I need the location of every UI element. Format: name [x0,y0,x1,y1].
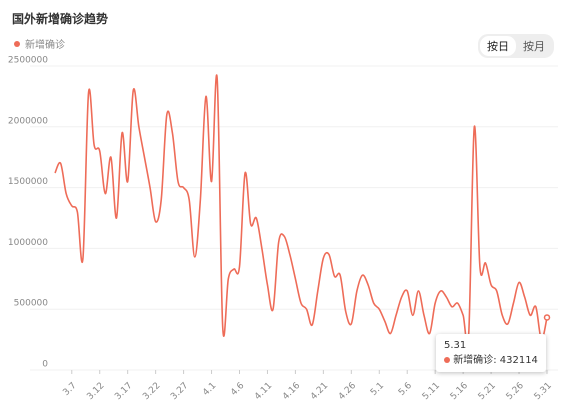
x-tick-label: 5.1 [369,381,386,398]
x-tick-label: 5.6 [397,381,414,398]
tooltip: 5.31 新增确诊: 432114 [436,334,546,372]
y-tick-label: 500000 [14,299,49,309]
x-tick-label: 5.31 [533,381,554,402]
y-tick-label: 1000000 [8,238,48,248]
x-tick-label: 3.12 [85,381,106,402]
month-button[interactable]: 按月 [523,40,545,53]
x-tick-label: 4.26 [337,381,358,402]
x-tick-label: 4.6 [229,381,246,398]
x-tick-label: 3.17 [113,381,134,402]
day-button[interactable]: 按日 [480,36,516,56]
tooltip-value: 432114 [499,355,538,366]
tooltip-date: 5.31 [444,340,467,351]
y-tick-label: 0 [42,360,48,370]
x-tick-label: 5.16 [449,381,470,402]
tooltip-dot [444,357,450,363]
x-tick-label: 3.7 [61,381,78,398]
chart-title: 国外新增确诊趋势 [12,12,109,26]
x-tick-label: 3.27 [169,381,190,402]
line [54,74,548,346]
toggle: 按日 按月 [478,34,554,58]
x-tick-label: 4.1 [201,381,218,398]
tooltip-row: 新增确诊: 432114 [444,353,538,368]
legend-dot [14,40,20,47]
y-tick-label: 2500000 [8,56,48,66]
y-tick-label: 2000000 [8,116,48,126]
x-tick-label: 4.11 [253,381,274,402]
x-tick-label: 5.26 [505,381,526,402]
x-tick-label: 4.21 [309,381,330,402]
x-tick-label: 4.16 [281,381,302,402]
legend-label[interactable]: 新增确诊 [25,40,65,51]
y-tick-label: 1500000 [8,177,48,187]
legend: 新增确诊 [14,36,65,51]
tooltip-name: 新增确诊 [453,355,494,366]
x-tick-label: 5.11 [421,381,442,402]
x-tick-label: 3.22 [141,381,162,402]
highlight-point [543,314,551,321]
x-tick-label: 5.21 [477,381,498,402]
